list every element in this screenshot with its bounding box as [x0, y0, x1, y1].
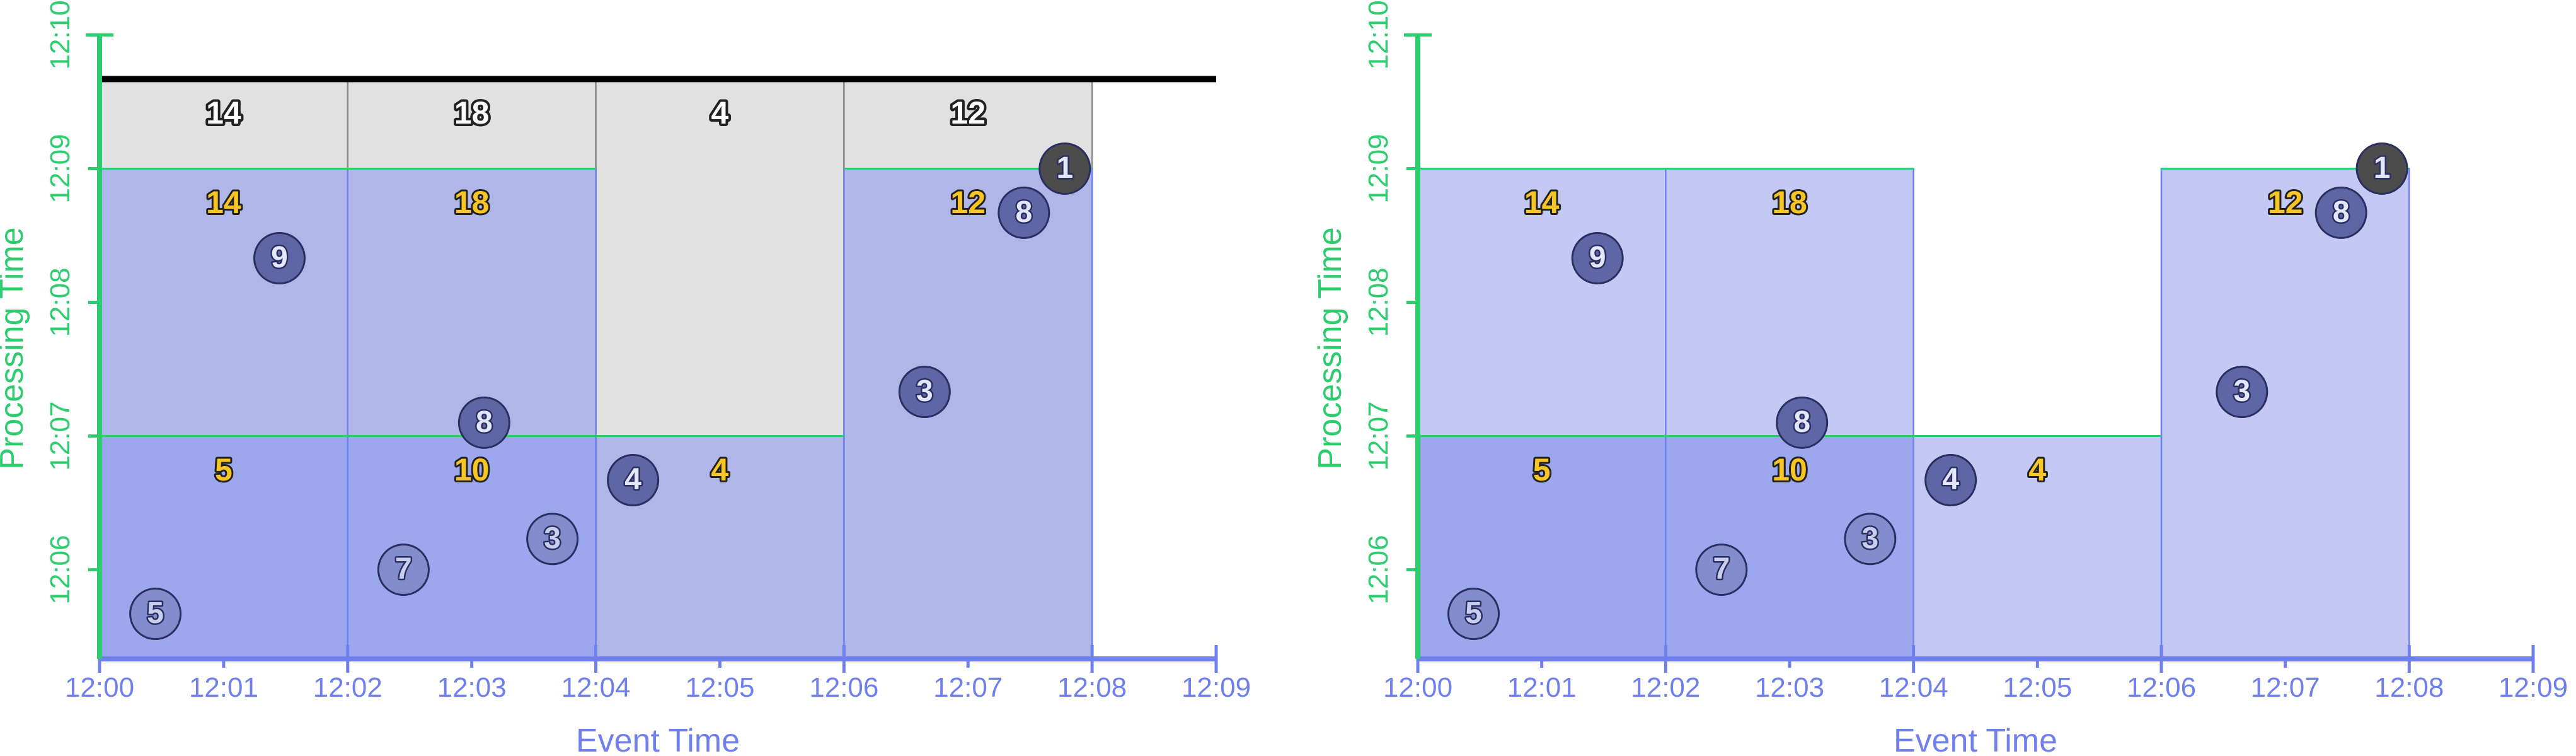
data-point	[457, 396, 510, 449]
pane-sum-label: 14	[1524, 185, 1560, 220]
x-tick-label: 12:03	[1755, 672, 1824, 703]
data-point	[607, 454, 660, 507]
y-tick-label: 12:09	[1363, 134, 1394, 203]
pane-sum-label: 4	[2028, 452, 2046, 487]
data-point-label: 1	[2374, 151, 2391, 185]
y-tick-label: 12:08	[1363, 267, 1394, 337]
y-tick-label: 12:06	[1363, 535, 1394, 605]
x-tick-label: 12:00	[1383, 672, 1452, 703]
y-axis-title: Processing Time	[1312, 227, 1348, 469]
x-tick-label: 12:08	[2374, 672, 2444, 703]
data-point	[526, 513, 579, 566]
data-point	[898, 366, 951, 419]
data-point-label: 9	[1589, 241, 1606, 274]
x-tick-label: 12:07	[2251, 672, 2320, 703]
data-point	[377, 544, 430, 596]
pane-sum-label: 14	[206, 185, 241, 220]
y-tick-label: 12:07	[45, 401, 76, 470]
x-tick-label: 12:06	[2127, 672, 2196, 703]
y-tick-label: 12:08	[45, 267, 76, 337]
y-tick-label: 12:10	[45, 0, 76, 69]
data-point	[2314, 186, 2367, 239]
data-point-label: 8	[1793, 405, 1810, 439]
x-tick-label: 12:01	[1507, 672, 1577, 703]
data-point-label: 5	[1465, 596, 1482, 630]
x-tick-label: 12:04	[561, 672, 631, 703]
pane-sum-label: 10	[454, 452, 490, 487]
x-tick-label: 12:06	[809, 672, 878, 703]
pane-sum-label: 18	[454, 95, 490, 131]
y-tick-label: 12:07	[1363, 401, 1394, 470]
y-axis-title: Processing Time	[0, 227, 30, 469]
data-point-label: 3	[2233, 375, 2250, 408]
data-point	[1844, 513, 1897, 566]
pane-sum-label: 14	[206, 95, 241, 131]
data-point	[1447, 588, 1500, 641]
x-tick-label: 12:09	[1182, 672, 1251, 703]
pane-sum-label: 18	[1772, 185, 1807, 220]
data-point-label: 5	[147, 596, 164, 630]
data-point-label: 8	[1015, 195, 1032, 229]
data-point	[1776, 396, 1829, 449]
pane-sum-label: 4	[711, 95, 729, 131]
data-point	[2355, 142, 2408, 195]
pane-sum-label: 5	[215, 452, 233, 487]
pane-sum-label: 12	[950, 95, 986, 131]
data-point-label: 3	[544, 521, 561, 555]
data-point	[129, 588, 182, 641]
pane-sum-label: 10	[1772, 452, 1807, 487]
data-point-label: 8	[2333, 195, 2350, 229]
pane-sum-label: 4	[711, 452, 729, 487]
data-point-label: 8	[476, 405, 493, 439]
x-tick-label: 12:08	[1057, 672, 1127, 703]
y-tick-label: 12:09	[45, 134, 76, 203]
data-point-label: 1	[1056, 151, 1073, 185]
x-tick-label: 12:04	[1879, 672, 1948, 703]
data-point	[2216, 366, 2268, 419]
data-point-label: 3	[1861, 521, 1878, 555]
pane-sum-label: 12	[2268, 185, 2303, 220]
data-point	[253, 232, 306, 285]
x-tick-label: 12:03	[437, 672, 507, 703]
x-tick-label: 12:00	[65, 672, 134, 703]
x-tick-label: 12:09	[2498, 672, 2568, 703]
data-point	[1695, 544, 1748, 596]
data-point-label: 9	[271, 241, 288, 274]
data-point-label: 7	[1713, 552, 1730, 586]
x-tick-label: 12:02	[1631, 672, 1700, 703]
y-tick-label: 12:06	[45, 535, 76, 605]
x-tick-label: 12:02	[313, 672, 382, 703]
pane-sum-label: 5	[1533, 452, 1551, 487]
x-tick-label: 12:05	[685, 672, 754, 703]
x-tick-label: 12:01	[189, 672, 258, 703]
data-point-label: 7	[395, 552, 412, 586]
data-point-label: 4	[1942, 463, 1959, 496]
data-point	[998, 186, 1050, 239]
x-axis-title: Event Time	[576, 723, 740, 756]
pane-sum-label: 12	[950, 185, 986, 220]
data-point	[1571, 232, 1624, 285]
window-bar	[2160, 168, 2410, 660]
data-point	[1924, 454, 1977, 507]
data-point	[1038, 142, 1091, 195]
y-tick-label: 12:10	[1363, 0, 1394, 69]
pane-sum-label: 18	[454, 185, 490, 220]
x-axis-title: Event Time	[1894, 723, 2057, 756]
window-bar	[843, 168, 1093, 660]
x-tick-label: 12:07	[933, 672, 1003, 703]
data-point-label: 3	[916, 375, 933, 408]
x-tick-label: 12:05	[2003, 672, 2072, 703]
data-point-label: 4	[624, 463, 641, 496]
